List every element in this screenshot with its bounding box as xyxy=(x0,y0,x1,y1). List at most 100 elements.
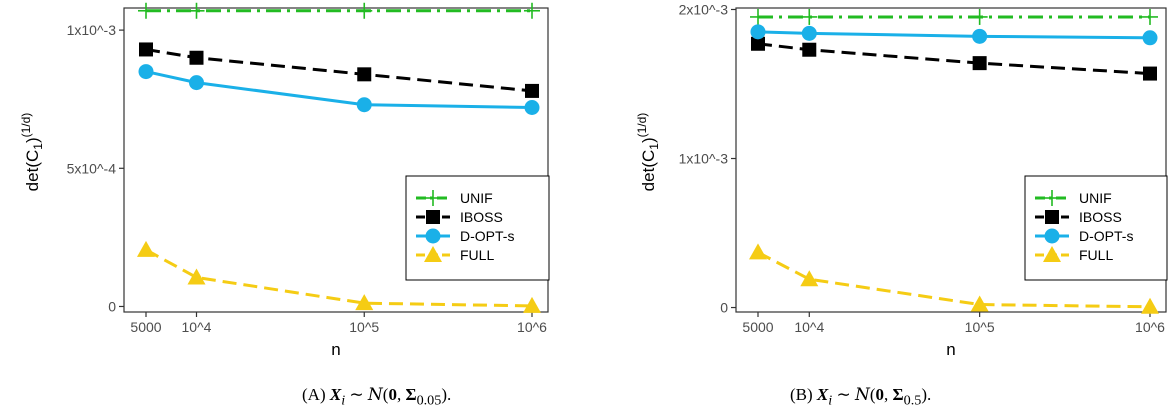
caption-sigma-sub-b: 0.5 xyxy=(903,392,922,409)
marker-square xyxy=(189,50,204,65)
caption-x-b: X xyxy=(816,385,829,404)
marker-square xyxy=(525,83,539,98)
marker-triangle xyxy=(137,240,155,257)
y-axis-label-sub: 1 xyxy=(31,143,45,150)
x-axis-label: n xyxy=(946,340,955,359)
series-d-opt-s xyxy=(138,64,540,115)
marker-circle xyxy=(138,64,154,80)
marker-triangle xyxy=(355,294,374,311)
caption-sigma-a: Σ xyxy=(405,385,417,404)
y-axis-label-close: ) xyxy=(23,137,42,143)
caption-panel-a: (A) Xi ∼ N(0, Σ0.05). xyxy=(302,385,451,409)
marker-circle xyxy=(972,28,988,44)
y-tick-label: 0 xyxy=(108,298,116,314)
x-tick-label: 10^5 xyxy=(965,319,995,335)
marker-triangle xyxy=(523,296,541,313)
marker-triangle xyxy=(1043,246,1061,262)
chart-panel-b: 0 1x10^-3 2x10^-3 5000 10^4 10^5 10^6 n det(C1)(… xyxy=(635,1,1168,359)
caption-sigma-b: Σ xyxy=(892,385,904,404)
y-axis-label: det(C1)(1/d) xyxy=(635,113,661,192)
legend-label: IBOSS xyxy=(460,209,503,225)
x-tick-label: 10^5 xyxy=(349,319,379,335)
legend-label: FULL xyxy=(460,247,494,263)
caption-sub-i-a: i xyxy=(341,392,346,409)
series-line xyxy=(145,248,533,308)
x-tick-label: 5000 xyxy=(130,319,161,335)
y-axis-label-sub: 1 xyxy=(647,143,661,150)
plot-frame xyxy=(735,7,1167,313)
caption-close-a: ). xyxy=(441,385,452,404)
legend-label: UNIF xyxy=(1079,190,1112,206)
legend-box xyxy=(405,175,550,281)
caption-open-b: ( xyxy=(869,385,876,404)
y-tick-label: 0 xyxy=(720,300,728,316)
x-tick-label: 10^6 xyxy=(517,319,547,335)
series-unif xyxy=(138,2,540,19)
caption-label-b: (B) xyxy=(790,385,813,404)
caption-dist-a: N xyxy=(367,385,383,405)
caption-dist-b: N xyxy=(854,385,870,405)
marker-circle xyxy=(801,25,817,41)
marker-circle xyxy=(1142,30,1158,46)
caption-close-b: ). xyxy=(921,385,932,404)
series-full xyxy=(137,240,541,313)
marker-square xyxy=(972,56,987,71)
caption-panel-b: (B) Xi ∼ N(0, Σ0.5). xyxy=(790,385,931,409)
caption-sigma-sub-a: 0.05 xyxy=(416,392,442,409)
series-line xyxy=(757,251,1151,309)
series-iboss xyxy=(139,42,539,98)
marker-circle xyxy=(1044,228,1060,244)
marker-square xyxy=(1143,66,1157,81)
marker-square xyxy=(751,36,765,51)
y-axis-label-main: det(C xyxy=(639,150,658,192)
caption-rel-a: ∼ xyxy=(349,385,364,404)
chart-panel-a: 0 5x10^-4 1x10^-3 5000 10^4 10^5 10^6 n det(C1)(… xyxy=(19,2,550,359)
series-line xyxy=(145,70,533,109)
y-tick-label: 5x10^-4 xyxy=(67,160,117,176)
series-line xyxy=(757,42,1151,76)
legend: UNIF IBOSS D-OPT-s FULL xyxy=(405,175,550,281)
series-iboss xyxy=(751,36,1157,81)
marker-square xyxy=(139,42,153,57)
x-tick-label: 10^6 xyxy=(1135,319,1165,335)
x-tick-label: 5000 xyxy=(742,319,773,335)
caption-sub-i-b: i xyxy=(828,392,833,409)
caption-comma-a: , xyxy=(396,385,402,404)
marker-triangle xyxy=(187,268,206,285)
marker-triangle xyxy=(749,243,767,260)
caption-rel-b: ∼ xyxy=(836,385,851,404)
marker-square xyxy=(1045,210,1059,224)
marker-triangle xyxy=(1141,297,1159,314)
y-tick-label: 1x10^-3 xyxy=(679,151,729,167)
series-line xyxy=(757,30,1151,40)
marker-circle xyxy=(425,228,441,244)
marker-circle xyxy=(188,75,204,91)
caption-zero-b: 0 xyxy=(875,385,885,404)
x-axis-label: n xyxy=(331,340,340,359)
x-tick-label: 10^4 xyxy=(182,319,212,335)
marker-square xyxy=(357,67,372,82)
series-d-opt-s xyxy=(750,24,1158,46)
marker-circle xyxy=(356,97,372,113)
marker-triangle xyxy=(970,295,989,312)
caption-zero-a: 0 xyxy=(388,385,397,404)
y-axis-label-sup: (1/d) xyxy=(635,113,649,138)
legend-box xyxy=(1024,175,1168,281)
caption-comma-b: , xyxy=(884,385,889,404)
series-unif xyxy=(750,8,1158,25)
legend-label: UNIF xyxy=(460,190,493,206)
legend-label: D-OPT-s xyxy=(460,228,514,244)
legend-label: D-OPT-s xyxy=(1079,228,1133,244)
caption-open-a: ( xyxy=(382,385,389,404)
marker-triangle xyxy=(424,246,442,262)
y-axis-label-sup: (1/d) xyxy=(19,113,33,138)
legend-label: FULL xyxy=(1079,247,1113,263)
marker-triangle xyxy=(800,270,819,287)
legend: UNIF IBOSS D-OPT-s FULL xyxy=(1024,175,1168,281)
marker-circle xyxy=(750,24,766,40)
legend-label: IBOSS xyxy=(1079,209,1122,225)
caption-x-a: X xyxy=(329,385,342,404)
y-tick-label: 2x10^-3 xyxy=(679,1,729,17)
caption-label-a: (A) xyxy=(302,385,326,404)
